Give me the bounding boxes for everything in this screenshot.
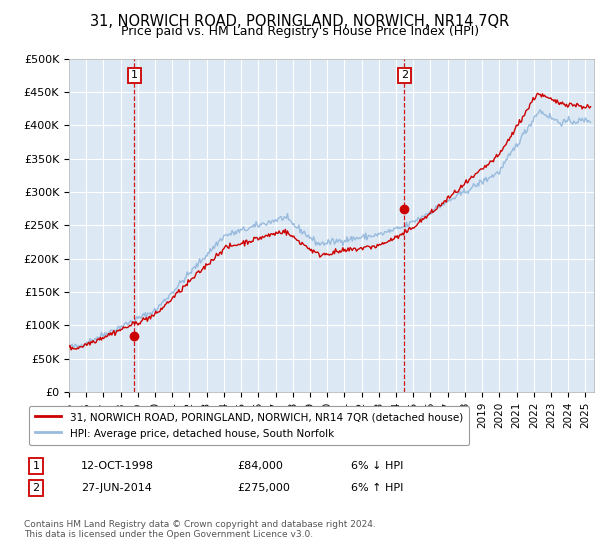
Text: £275,000: £275,000: [237, 483, 290, 493]
Text: 12-OCT-1998: 12-OCT-1998: [81, 461, 154, 471]
Legend: 31, NORWICH ROAD, PORINGLAND, NORWICH, NR14 7QR (detached house), HPI: Average p: 31, NORWICH ROAD, PORINGLAND, NORWICH, N…: [29, 405, 469, 445]
Text: 6% ↑ HPI: 6% ↑ HPI: [351, 483, 403, 493]
Text: 1: 1: [32, 461, 40, 471]
Text: 6% ↓ HPI: 6% ↓ HPI: [351, 461, 403, 471]
Text: 2: 2: [401, 71, 408, 81]
Text: Contains HM Land Registry data © Crown copyright and database right 2024.
This d: Contains HM Land Registry data © Crown c…: [24, 520, 376, 539]
Text: £84,000: £84,000: [237, 461, 283, 471]
Text: 1: 1: [131, 71, 138, 81]
Text: 31, NORWICH ROAD, PORINGLAND, NORWICH, NR14 7QR: 31, NORWICH ROAD, PORINGLAND, NORWICH, N…: [91, 14, 509, 29]
Text: Price paid vs. HM Land Registry's House Price Index (HPI): Price paid vs. HM Land Registry's House …: [121, 25, 479, 38]
Text: 2: 2: [32, 483, 40, 493]
Text: 27-JUN-2014: 27-JUN-2014: [81, 483, 152, 493]
